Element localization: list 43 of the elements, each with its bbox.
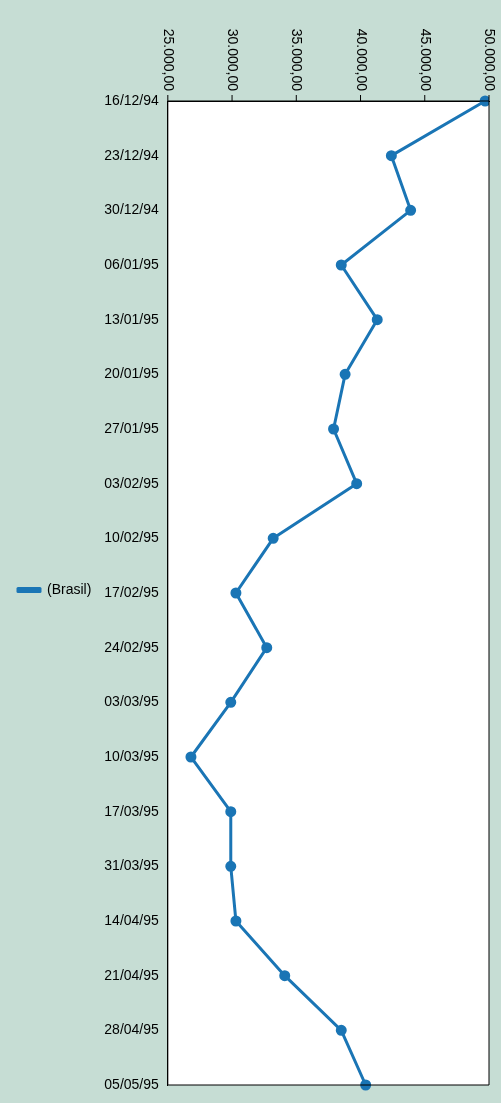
legend-label: (Brasil)	[47, 580, 92, 597]
point	[279, 970, 291, 982]
x-tick-label: 40.000,00	[353, 28, 370, 92]
y-tick-label: 28/04/95	[104, 1021, 160, 1038]
x-tick-label: 25.000,00	[160, 28, 177, 92]
point	[225, 860, 237, 872]
x-tick-label: 30.000,00	[225, 28, 242, 92]
point	[405, 204, 417, 216]
y-tick-label: 10/02/95	[104, 529, 160, 546]
y-tick-label: 03/03/95	[104, 693, 160, 710]
y-tick-label: 13/01/95	[104, 310, 160, 327]
y-tick-label: 23/12/94	[104, 146, 160, 163]
y-tick-label: 21/04/95	[104, 966, 160, 983]
y-tick-label: 16/12/94	[104, 91, 160, 108]
point	[339, 368, 351, 380]
x-tick-label: 35.000,00	[289, 28, 306, 92]
y-tick-label: 14/04/95	[104, 911, 160, 928]
y-tick-label: 17/03/95	[104, 802, 160, 819]
y-tick-label: 06/01/95	[104, 255, 160, 272]
y-tick-label: 24/02/95	[104, 638, 160, 655]
y-tick-label: 27/01/95	[104, 419, 160, 436]
point	[371, 314, 383, 326]
point	[230, 587, 242, 599]
point	[328, 423, 340, 435]
y-tick-label: 05/05/95	[104, 1075, 160, 1092]
point	[185, 751, 197, 763]
point	[261, 642, 273, 654]
point	[351, 478, 363, 490]
y-tick-label: 31/03/95	[104, 857, 160, 874]
point	[267, 532, 279, 544]
point	[385, 150, 397, 162]
point	[335, 1024, 347, 1036]
y-tick-label: 20/01/95	[104, 365, 160, 382]
point	[230, 915, 242, 927]
point	[225, 806, 237, 818]
point	[335, 259, 347, 271]
point	[225, 696, 237, 708]
y-tick-label: 30/12/94	[104, 201, 160, 218]
y-tick-label: 10/03/95	[104, 747, 160, 764]
x-tick-label: 50.000,00	[482, 28, 499, 92]
y-tick-label: 03/02/95	[104, 474, 160, 491]
y-tick-label: 17/02/95	[104, 583, 160, 600]
x-tick-label: 45.000,00	[417, 28, 434, 92]
